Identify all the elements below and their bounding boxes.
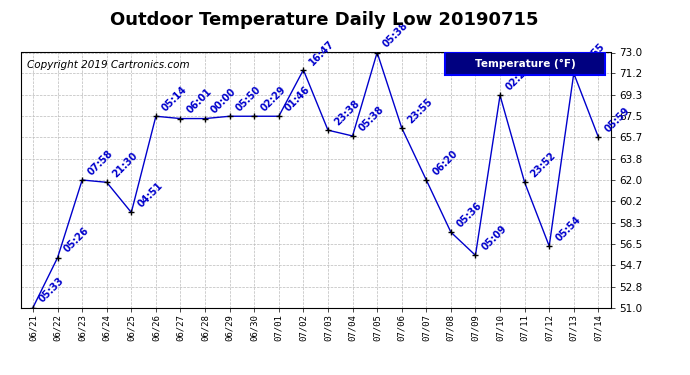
Text: 05:36: 05:36 xyxy=(455,200,484,230)
Text: 02:29: 02:29 xyxy=(258,84,287,114)
Text: 06:01: 06:01 xyxy=(185,87,214,116)
Text: 00:00: 00:00 xyxy=(209,87,238,116)
Bar xyxy=(446,53,604,75)
Text: 05:54: 05:54 xyxy=(553,214,582,243)
Text: 05:50: 05:50 xyxy=(234,84,263,114)
Text: 23:52: 23:52 xyxy=(529,150,558,180)
Text: 16:47: 16:47 xyxy=(308,38,337,67)
Text: 05:33: 05:33 xyxy=(37,276,66,305)
Text: 23:55: 23:55 xyxy=(578,42,607,70)
Text: 02:21: 02:21 xyxy=(504,64,533,93)
Text: 23:55: 23:55 xyxy=(406,96,435,125)
Text: Copyright 2019 Cartronics.com: Copyright 2019 Cartronics.com xyxy=(27,60,189,70)
Text: 05:09: 05:09 xyxy=(480,224,509,253)
Text: 04:51: 04:51 xyxy=(135,181,164,210)
Text: Outdoor Temperature Daily Low 20190715: Outdoor Temperature Daily Low 20190715 xyxy=(110,11,539,29)
Text: Temperature (°F): Temperature (°F) xyxy=(475,59,575,69)
Text: 23:38: 23:38 xyxy=(332,98,361,128)
Text: 07:58: 07:58 xyxy=(86,148,115,177)
Text: 01:46: 01:46 xyxy=(283,84,312,114)
Text: 21:30: 21:30 xyxy=(111,150,140,180)
Text: 05:38: 05:38 xyxy=(382,21,411,50)
Text: 05:59: 05:59 xyxy=(602,105,631,134)
Text: 05:26: 05:26 xyxy=(61,226,90,255)
Text: 05:14: 05:14 xyxy=(160,84,189,114)
Text: 06:20: 06:20 xyxy=(431,148,460,177)
Text: 05:38: 05:38 xyxy=(357,104,386,133)
